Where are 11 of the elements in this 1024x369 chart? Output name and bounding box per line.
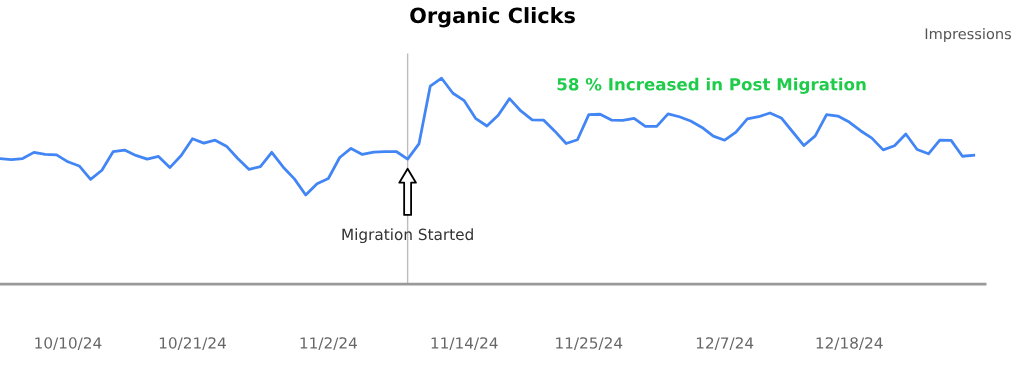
x-tick-label: 11/14/24 [431,337,498,350]
x-tick-label: 10/10/24 [35,337,102,350]
annotation: 58 % Increased in Post Migration [557,77,866,94]
x-tick-label: 10/21/24 [159,337,226,350]
x-tick-label: 12/18/24 [816,337,883,350]
x-tick-label: 11/2/24 [300,337,357,350]
text: Impressions [925,28,1011,43]
chart-title: Organic Clicks [410,7,575,28]
x-tick-label: 11/25/24 [556,337,623,350]
ref-line-label: Migration Started [342,228,473,244]
x-tick-label: 12/7/24 [696,337,754,350]
